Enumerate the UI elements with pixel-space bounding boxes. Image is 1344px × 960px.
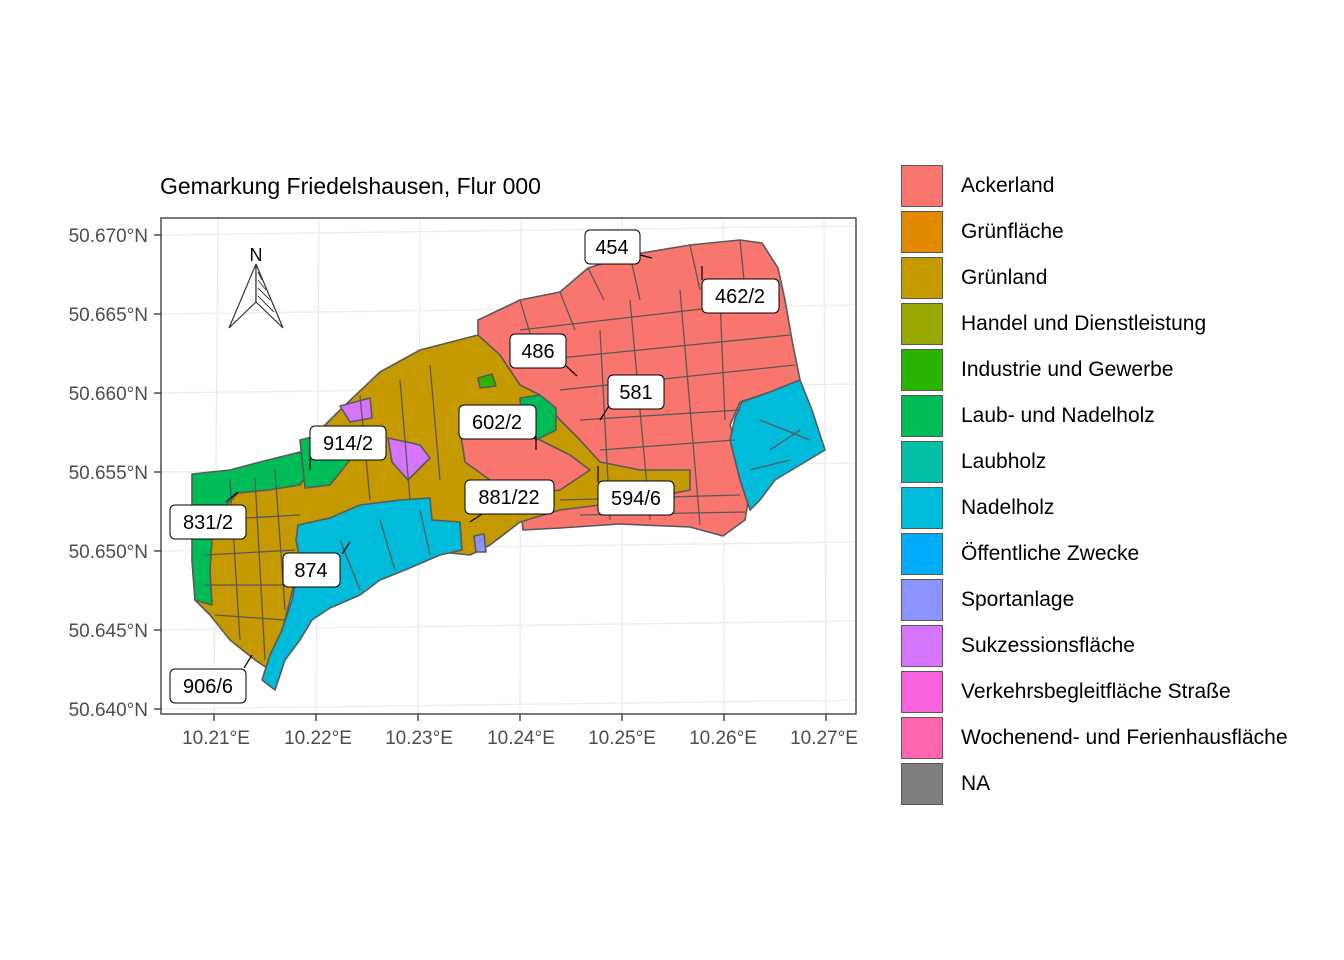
legend-label: Laubholz: [961, 450, 1047, 473]
legend-swatch: [901, 533, 943, 575]
legend-swatch: [901, 441, 943, 483]
y-tick-label: 50.640°N: [69, 700, 148, 721]
north-arrow-label: N: [250, 245, 263, 265]
svg-text:581: 581: [619, 382, 652, 404]
x-tick-label: 10.22°E: [284, 728, 352, 749]
legend-swatch: [901, 717, 943, 759]
svg-text:874: 874: [294, 560, 327, 582]
parcel-label-594-6: 594/6: [597, 466, 675, 516]
x-tick-label: 10.23°E: [385, 728, 453, 749]
parcel-area-nadelholz-sw: [261, 497, 463, 691]
svg-text:906/6: 906/6: [183, 676, 233, 698]
parcel-label-874: 874: [282, 541, 351, 588]
legend-swatch: [901, 763, 943, 805]
parcel-label-906-6: 906/6: [169, 654, 253, 704]
parcel-area-laub-nadelholz-west: [191, 451, 311, 606]
y-tick-label: 50.645°N: [69, 621, 148, 642]
parcel-label-914-2: 914/2: [309, 425, 387, 470]
svg-text:914/2: 914/2: [323, 433, 373, 455]
map-title: Gemarkung Friedelshausen, Flur 000: [160, 173, 541, 199]
parcel-area-industrie: [477, 373, 497, 389]
legend-swatch: [901, 211, 943, 253]
legend-label: Sukzessionsfläche: [961, 634, 1135, 657]
x-tick-label: 10.27°E: [790, 728, 858, 749]
north-arrow-hatching: [257, 271, 275, 313]
legend-label: Laub- und Nadelholz: [961, 404, 1155, 427]
legend-swatch: [901, 165, 943, 207]
legend-swatch: [901, 625, 943, 667]
parcel-area-sportanlage: [473, 533, 487, 553]
legend-swatch: [901, 349, 943, 391]
legend-swatch: [901, 303, 943, 345]
legend-swatch: [901, 487, 943, 529]
y-axis-ticks: [154, 234, 161, 710]
parcel-map: [191, 239, 826, 691]
parcel-label-462-2: 462/2: [701, 266, 780, 314]
legend-label: Sportanlage: [961, 588, 1075, 611]
legend-label: Industrie und Gewerbe: [961, 358, 1174, 381]
legend-label: Grünfläche: [961, 220, 1064, 243]
legend-swatch: [901, 257, 943, 299]
x-tick-label: 10.24°E: [487, 728, 555, 749]
legend-swatch: [901, 671, 943, 713]
north-arrow: N: [228, 245, 284, 329]
svg-text:454: 454: [595, 237, 628, 259]
legend-swatch: [901, 579, 943, 621]
parcel-label-831-2: 831/2: [169, 491, 247, 540]
y-tick-label: 50.650°N: [69, 542, 148, 563]
svg-text:881/22: 881/22: [478, 487, 539, 509]
parcel-label-454: 454: [584, 229, 653, 265]
parcel-label-602-2: 602/2: [458, 404, 537, 450]
legend-label: Wochenend- und Ferienhausfläche: [961, 726, 1288, 749]
svg-text:594/6: 594/6: [611, 488, 661, 510]
parcel-label-881-22: 881/22: [464, 479, 555, 523]
parcel-area-sukzession-2: [387, 437, 431, 481]
legend-label: Nadelholz: [961, 496, 1055, 519]
x-axis-ticks: [213, 714, 827, 721]
x-tick-label: 10.21°E: [182, 728, 250, 749]
north-arrow-right-half: [255, 263, 284, 329]
parcel-label-581: 581: [599, 374, 665, 421]
legend-label: Handel und Dienstleistung: [961, 312, 1207, 335]
y-tick-label: 50.660°N: [69, 384, 148, 405]
svg-text:831/2: 831/2: [183, 512, 233, 534]
y-tick-label: 50.670°N: [69, 226, 148, 247]
legend-label: NA: [961, 772, 991, 795]
legend-label: Grünland: [961, 266, 1048, 289]
parcel-labels: 454 462/2 486 581 602/2 914/2: [169, 229, 780, 704]
svg-text:602/2: 602/2: [472, 412, 522, 434]
y-tick-label: 50.665°N: [69, 305, 148, 326]
x-tick-label: 10.25°E: [588, 728, 656, 749]
legend-label: Verkehrsbegleitfläche Straße: [961, 680, 1231, 703]
parcel-label-486: 486: [509, 333, 578, 377]
panel-border: [160, 217, 857, 715]
svg-text:486: 486: [521, 341, 554, 363]
x-axis-labels: 10.21°E 10.22°E 10.23°E 10.24°E 10.25°E …: [182, 728, 858, 749]
legend-swatch: [901, 395, 943, 437]
y-tick-label: 50.655°N: [69, 463, 148, 484]
y-axis-labels: 50.670°N 50.665°N 50.660°N 50.655°N 50.6…: [69, 226, 148, 721]
legend-label: Ackerland: [961, 174, 1055, 197]
legend-label: Öffentliche Zwecke: [961, 542, 1140, 565]
svg-text:462/2: 462/2: [715, 286, 765, 308]
x-tick-label: 10.26°E: [689, 728, 757, 749]
